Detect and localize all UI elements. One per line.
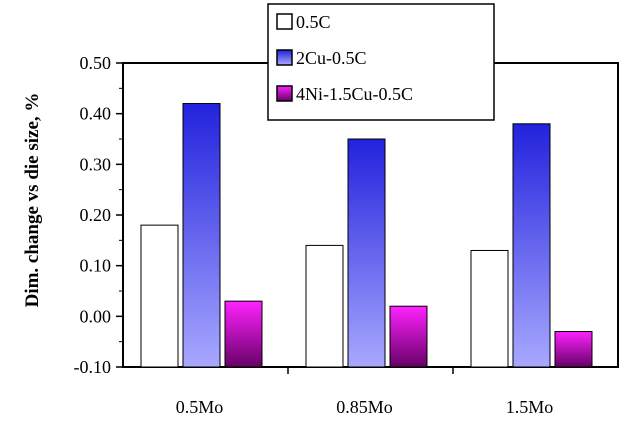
bar-4ni-1-5cu-0-5c-0-5mo: [224, 300, 263, 368]
y-tick-label: 0.20: [80, 205, 112, 225]
x-tick-label: 0.85Mo: [336, 397, 393, 417]
y-tick-label: -0.10: [74, 357, 112, 377]
legend-label: 4Ni-1.5Cu-0.5C: [296, 84, 413, 104]
bar-2cu-0-5c-0-85mo: [347, 138, 386, 368]
x-tick-label: 0.5Mo: [176, 397, 224, 417]
y-tick-label: 0.40: [80, 104, 112, 124]
y-axis-label: Dim. change vs die size, %: [22, 93, 43, 308]
x-tick-label: 1.5Mo: [506, 397, 554, 417]
y-tick-label: 0.30: [80, 154, 112, 174]
bar-4ni-1-5cu-0-5c-0-85mo: [389, 305, 428, 368]
bar-0-5c-0-85mo: [305, 244, 344, 368]
y-tick-label: 0.00: [80, 306, 112, 326]
legend: 0.5C 2Cu-0.5C 4Ni-1.5Cu-0.5C: [267, 3, 495, 121]
legend-label: 0.5C: [296, 12, 331, 32]
plot-area: -0.10 0.00 0.10 0.20 0.30 0.40 0.50 0.5Mo 0.85M…: [74, 53, 619, 417]
bar-2cu-0-5c-1-5mo: [512, 123, 551, 368]
bar-2cu-0-5c-0-5mo: [182, 103, 221, 368]
legend-swatch: [276, 49, 293, 66]
y-tick-label: 0.10: [80, 256, 112, 276]
bars-group: [140, 103, 593, 368]
bar-0-5c-1-5mo: [470, 249, 509, 368]
legend-swatch: [276, 85, 293, 102]
x-axis: 0.5Mo 0.85Mo 1.5Mo: [176, 367, 554, 417]
bar-0-5c-0-5mo: [140, 224, 179, 368]
bar-4ni-1-5cu-0-5c-1-5mo: [554, 331, 593, 368]
legend-swatch: [276, 13, 293, 30]
y-axis: -0.10 0.00 0.10 0.20 0.30 0.40 0.50: [74, 53, 123, 377]
legend-frame: [267, 3, 495, 121]
y-tick-label: 0.50: [80, 53, 112, 73]
legend-label: 2Cu-0.5C: [296, 48, 367, 68]
